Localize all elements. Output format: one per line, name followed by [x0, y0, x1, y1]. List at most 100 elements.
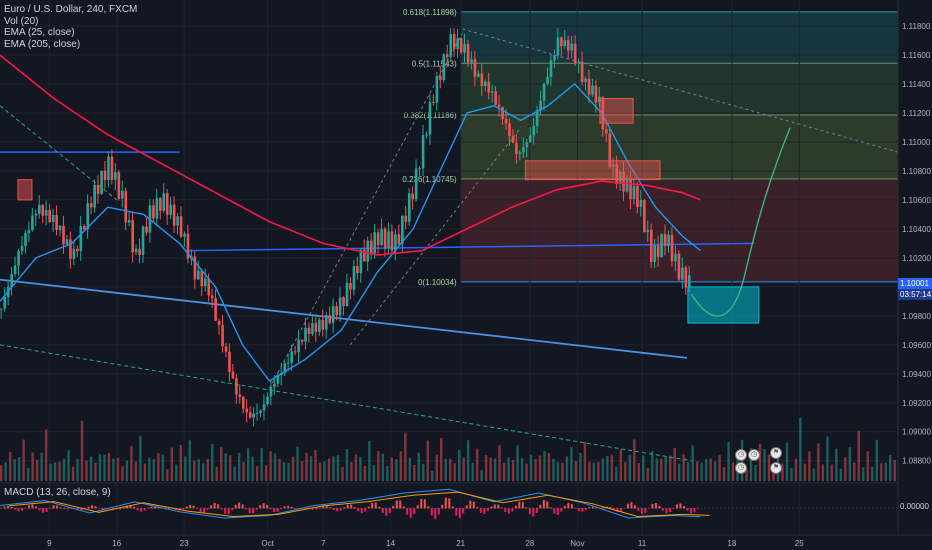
fib-level-label: 0.236(1.10745) — [402, 175, 457, 184]
volume-bar — [570, 447, 573, 481]
candle-body — [145, 226, 148, 233]
candle-body — [242, 396, 245, 409]
volume-bar — [143, 463, 147, 481]
volume-bar — [637, 463, 640, 481]
macd-hist-bar — [28, 505, 31, 509]
volume-bar — [399, 451, 403, 481]
macd-hist-bar — [31, 504, 34, 509]
macd-hist-bar — [220, 508, 223, 510]
macd-signal-line — [8, 491, 710, 518]
volume-bar — [646, 467, 649, 481]
y-tick-label: 1.08800 — [902, 457, 931, 466]
volume-bar — [682, 454, 685, 481]
volume-bar — [844, 457, 847, 481]
candle-body — [335, 306, 338, 316]
candle-body — [566, 40, 570, 51]
candle-body — [165, 193, 169, 215]
volume-bar — [395, 459, 398, 481]
flag-icon[interactable]: ⚑ — [770, 462, 782, 474]
volume-bar — [121, 466, 124, 481]
candle-body — [511, 136, 515, 143]
macd-hist-bar — [150, 506, 153, 509]
volume-bar — [251, 456, 254, 481]
volume-bar — [624, 461, 627, 481]
volume-bar — [233, 466, 236, 481]
volume-bar — [94, 462, 97, 481]
macd-hist-bar — [434, 508, 437, 519]
candle-body — [681, 267, 684, 280]
volume-bar — [103, 454, 106, 481]
volume-bar — [493, 458, 497, 481]
fib-zone — [460, 63, 898, 116]
volume-bar — [49, 463, 52, 481]
volume-bar — [76, 459, 79, 481]
volume-bar — [112, 458, 115, 481]
candle-body — [214, 298, 217, 321]
volume-bar — [130, 446, 133, 481]
candle-body — [203, 278, 207, 287]
macd-hist-bar — [465, 505, 468, 509]
macd-hist-bar — [574, 507, 577, 509]
volume-bar — [655, 458, 658, 481]
volume-bar — [592, 462, 596, 481]
macd-hist-bar — [94, 506, 97, 509]
candle-body — [528, 135, 532, 143]
volume-bar — [565, 456, 569, 481]
macd-hist-bar — [486, 508, 489, 512]
fib-level-label: 0.5(1.11543) — [412, 59, 457, 68]
macd-hist-bar — [255, 508, 258, 510]
volume-bar — [359, 456, 362, 481]
macd-hist-bar — [269, 508, 272, 510]
volume-bar — [175, 464, 178, 481]
volume-bar — [440, 437, 443, 481]
macd-hist-bar — [112, 508, 115, 509]
calendar-event-icon[interactable]: ◷ — [748, 449, 760, 461]
macd-hist-bar — [451, 506, 454, 509]
volume-bar — [278, 458, 281, 481]
candle-body — [411, 193, 415, 200]
volume-bar — [449, 458, 452, 481]
volume-bar — [588, 461, 591, 481]
price-grid — [0, 0, 898, 535]
macd-hist-bar — [224, 508, 227, 514]
volume-bar — [700, 462, 703, 481]
candle-body — [490, 91, 494, 93]
calendar-event-icon[interactable]: ◷ — [735, 449, 747, 461]
macd-hist-bar — [182, 508, 185, 510]
macd-hist-bar — [21, 508, 24, 511]
macd-hist-bar — [381, 508, 384, 513]
volume-bar — [139, 435, 142, 481]
candle-body — [162, 193, 166, 211]
candle-body — [86, 203, 90, 230]
macd-hist-bar — [252, 508, 255, 514]
candle-body — [197, 270, 200, 280]
macd-hist-bar — [231, 508, 234, 511]
volume-bar — [377, 451, 380, 481]
macd-hist-bar — [87, 506, 90, 509]
x-tick-label: Nov — [570, 539, 584, 548]
candle-body — [276, 375, 280, 384]
candle-body — [432, 101, 435, 103]
macd-hist-bar — [528, 508, 531, 515]
volume-bar — [669, 455, 672, 481]
macd-hist-bar — [357, 508, 360, 512]
macd-hist-bar — [210, 505, 213, 509]
volume-bar — [35, 459, 39, 481]
macd-hist-bar — [616, 508, 619, 512]
candle-body — [262, 404, 266, 411]
volume-bar — [552, 458, 555, 481]
candle-body — [169, 204, 173, 215]
macd-hist-bar — [140, 508, 143, 512]
macd-hist-bar — [322, 506, 325, 509]
macd-hist-bar — [343, 507, 346, 509]
macd-hist-bar — [49, 507, 52, 509]
flag-icon[interactable]: ⚑ — [770, 447, 782, 459]
candle-body — [643, 200, 646, 233]
volume-bar — [345, 449, 349, 481]
macd-hist-bar — [675, 504, 678, 509]
macd-hist-bar — [584, 508, 587, 510]
volume-bar — [44, 429, 48, 481]
calendar-event-icon[interactable]: ◷ — [735, 462, 747, 474]
candle-body — [345, 283, 349, 307]
